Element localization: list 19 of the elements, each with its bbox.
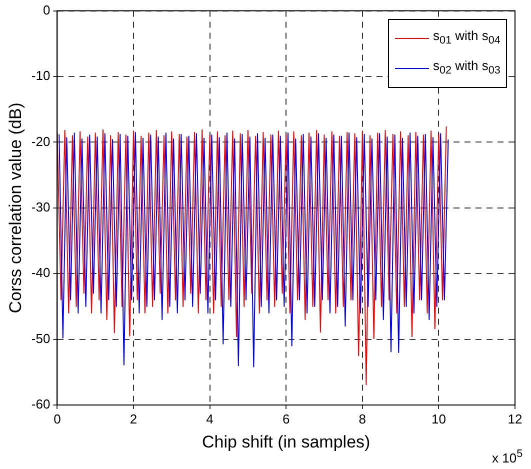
y-tick-label: -60 bbox=[31, 396, 50, 412]
x-tick-label: 6 bbox=[282, 411, 290, 426]
y-tick-label: -10 bbox=[31, 68, 50, 84]
x-tick-label: 0 bbox=[54, 411, 61, 426]
legend-label: s$_{01}$ with s$_{04}$ bbox=[433, 26, 500, 48]
x-axis-title: Chip shift (in samples) bbox=[202, 432, 370, 452]
y-tick-label: -40 bbox=[31, 265, 50, 280]
y-tick-label: -50 bbox=[31, 330, 50, 346]
legend-label: s$_{02}$ with s$_{03}$ bbox=[433, 57, 500, 79]
x-tick-label: 8 bbox=[358, 411, 366, 426]
y-axis-title: Corss correlation value (dB) bbox=[6, 102, 25, 314]
x-tick-label: 12 bbox=[508, 411, 522, 426]
y-tick-label: 0 bbox=[42, 2, 50, 18]
y-tick-label: -30 bbox=[31, 199, 50, 214]
text: x 10$^{5}$ bbox=[492, 448, 523, 466]
x-tick-label: 4 bbox=[206, 411, 214, 426]
x-tick-label: 10 bbox=[431, 411, 446, 426]
x-tick-label: 2 bbox=[130, 411, 138, 426]
y-tick-label: -20 bbox=[31, 134, 50, 149]
